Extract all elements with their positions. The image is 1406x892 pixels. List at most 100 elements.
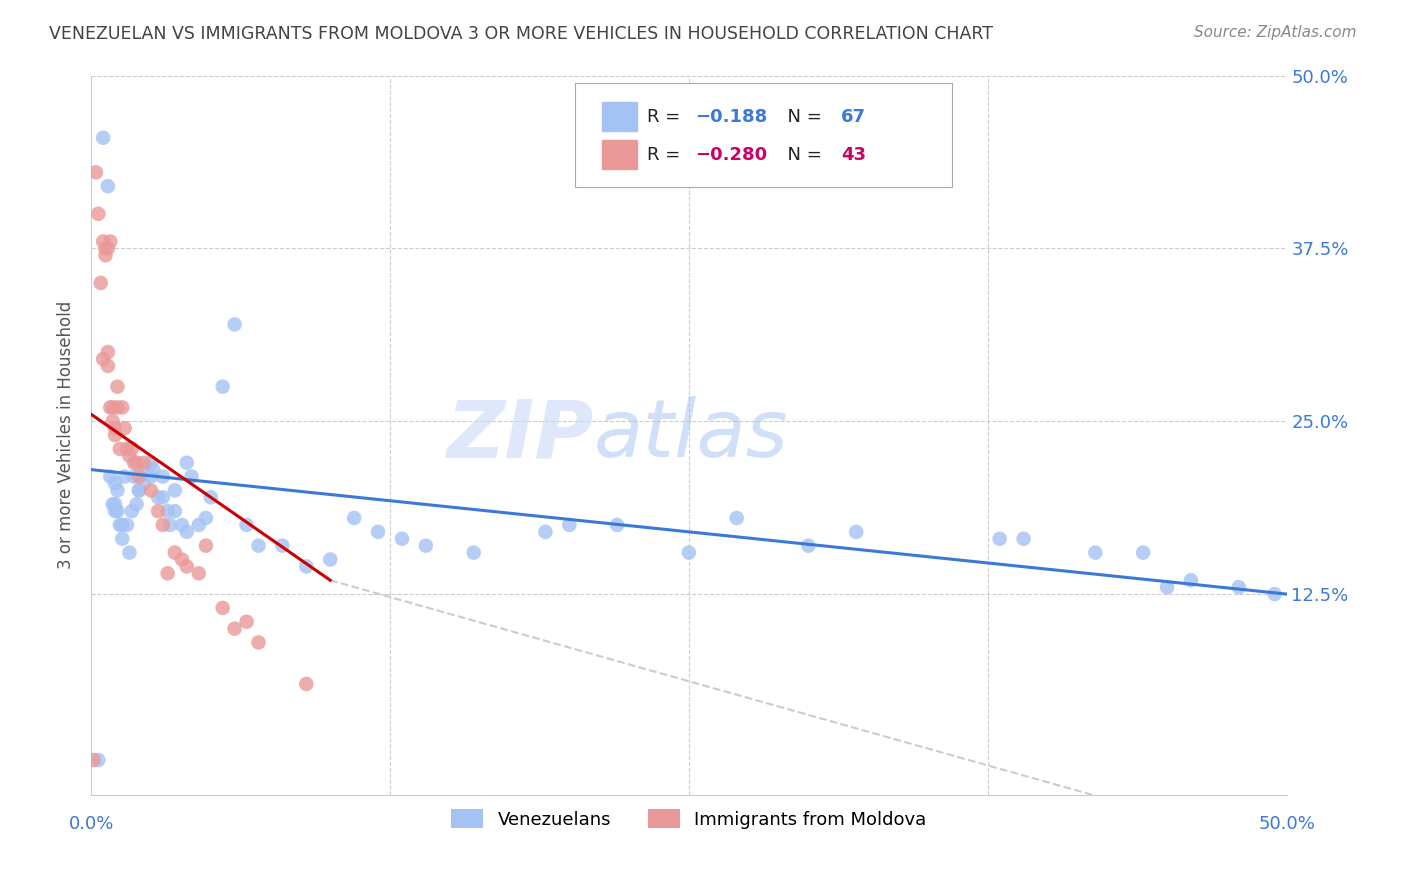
- Point: [142, 462, 165, 476]
- Point: [91, 351, 114, 366]
- Point: [176, 456, 198, 470]
- Point: [295, 677, 318, 691]
- Point: [128, 483, 150, 498]
- Point: [606, 517, 628, 532]
- Point: [211, 601, 233, 615]
- Point: [224, 318, 246, 332]
- Point: [1156, 580, 1178, 594]
- Point: [111, 401, 134, 415]
- Point: [94, 248, 117, 262]
- Point: [97, 179, 120, 194]
- Point: [84, 165, 107, 179]
- Point: [415, 539, 437, 553]
- Bar: [602, 102, 637, 131]
- Point: [163, 504, 186, 518]
- Point: [94, 241, 117, 255]
- Text: −0.188: −0.188: [695, 108, 768, 126]
- Point: [97, 241, 120, 255]
- Text: VENEZUELAN VS IMMIGRANTS FROM MOLDOVA 3 OR MORE VEHICLES IN HOUSEHOLD CORRELATIO: VENEZUELAN VS IMMIGRANTS FROM MOLDOVA 3 …: [49, 25, 993, 43]
- Point: [104, 504, 127, 518]
- Text: 0.0%: 0.0%: [69, 815, 114, 833]
- Point: [152, 517, 174, 532]
- Point: [132, 456, 155, 470]
- Text: R =: R =: [647, 108, 686, 126]
- Point: [319, 552, 342, 566]
- Point: [152, 469, 174, 483]
- Text: N =: N =: [776, 108, 828, 126]
- Point: [367, 524, 389, 539]
- Bar: [602, 140, 637, 169]
- Point: [114, 421, 136, 435]
- FancyBboxPatch shape: [575, 83, 952, 187]
- Point: [114, 469, 136, 483]
- Point: [463, 545, 485, 559]
- Point: [118, 545, 141, 559]
- Point: [156, 504, 179, 518]
- Point: [235, 615, 257, 629]
- Point: [152, 490, 174, 504]
- Point: [121, 442, 143, 456]
- Point: [343, 511, 366, 525]
- Point: [107, 483, 129, 498]
- Text: 43: 43: [841, 145, 866, 163]
- Point: [211, 379, 233, 393]
- Point: [187, 517, 209, 532]
- Point: [107, 379, 129, 393]
- Point: [163, 483, 186, 498]
- Point: [128, 483, 150, 498]
- Point: [176, 559, 198, 574]
- Point: [180, 469, 202, 483]
- Point: [1264, 587, 1286, 601]
- Point: [725, 511, 748, 525]
- Point: [90, 276, 112, 290]
- Point: [91, 130, 114, 145]
- Text: 50.0%: 50.0%: [1258, 815, 1315, 833]
- Text: atlas: atlas: [593, 396, 787, 474]
- Point: [122, 456, 145, 470]
- Point: [139, 469, 162, 483]
- Point: [125, 456, 148, 470]
- Point: [104, 428, 127, 442]
- Point: [98, 401, 121, 415]
- Point: [118, 449, 141, 463]
- Point: [132, 476, 155, 491]
- Point: [128, 469, 150, 483]
- Point: [108, 442, 131, 456]
- Point: [163, 545, 186, 559]
- Point: [101, 401, 124, 415]
- Point: [1084, 545, 1107, 559]
- Text: ZIP: ZIP: [446, 396, 593, 474]
- Text: −0.280: −0.280: [695, 145, 766, 163]
- Point: [115, 517, 138, 532]
- Point: [797, 539, 820, 553]
- Point: [534, 524, 557, 539]
- Point: [115, 442, 138, 456]
- Point: [97, 345, 120, 359]
- Point: [224, 622, 246, 636]
- Text: R =: R =: [647, 145, 686, 163]
- Point: [295, 559, 318, 574]
- Point: [107, 504, 129, 518]
- Point: [139, 483, 162, 498]
- Point: [104, 497, 127, 511]
- Legend: R =  −0.188   N = 67, R =  −0.280   N = 43: R = −0.188 N = 67, R = −0.280 N = 43: [530, 99, 776, 161]
- Text: N =: N =: [776, 145, 828, 163]
- Point: [97, 359, 120, 373]
- Point: [146, 490, 169, 504]
- Point: [111, 532, 134, 546]
- Point: [125, 497, 148, 511]
- Point: [845, 524, 868, 539]
- Point: [98, 235, 121, 249]
- Text: Source: ZipAtlas.com: Source: ZipAtlas.com: [1194, 25, 1357, 40]
- Point: [104, 476, 127, 491]
- Point: [176, 524, 198, 539]
- Point: [247, 539, 270, 553]
- Point: [1227, 580, 1250, 594]
- Point: [391, 532, 413, 546]
- Point: [111, 517, 134, 532]
- Point: [108, 517, 131, 532]
- Point: [1132, 545, 1154, 559]
- Point: [107, 401, 129, 415]
- Point: [139, 456, 162, 470]
- Point: [1180, 574, 1202, 588]
